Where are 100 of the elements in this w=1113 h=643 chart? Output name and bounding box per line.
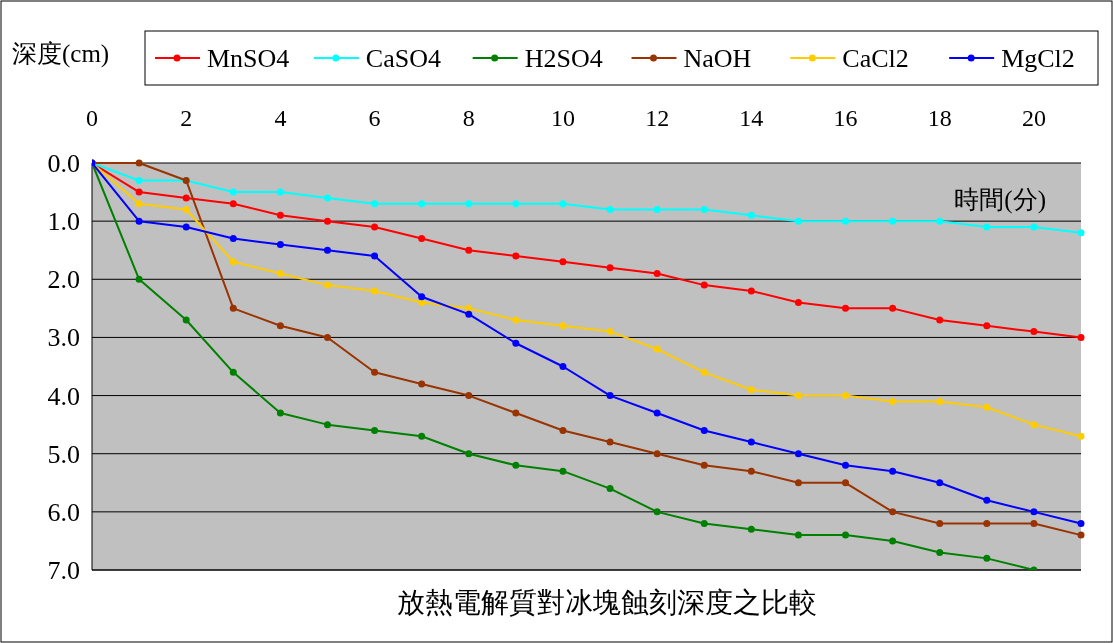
point (653, 409, 661, 417)
point (653, 508, 661, 516)
point (229, 200, 237, 208)
y-tick-label: 7.0 (47, 556, 80, 585)
point (606, 485, 614, 493)
point (653, 269, 661, 277)
point (229, 235, 237, 243)
point (229, 368, 237, 376)
point (323, 333, 331, 341)
point (936, 549, 944, 557)
point (889, 397, 897, 405)
y-axis-title: 深度(cm) (12, 40, 110, 68)
point (512, 461, 520, 469)
point (889, 537, 897, 545)
x-tick-label: 6 (368, 105, 381, 131)
point (700, 519, 708, 527)
point (371, 200, 379, 208)
point (559, 426, 567, 434)
point (276, 211, 284, 219)
legend-label: MnSO4 (207, 44, 290, 73)
point (182, 194, 190, 202)
point (229, 304, 237, 312)
legend-label: CaSO4 (365, 44, 441, 73)
x-tick-label: 16 (833, 105, 858, 131)
point (371, 287, 379, 295)
point (700, 368, 708, 376)
point (794, 299, 802, 307)
point (936, 217, 944, 225)
point (606, 328, 614, 336)
point (323, 281, 331, 289)
point (465, 200, 473, 208)
point (747, 211, 755, 219)
point (512, 200, 520, 208)
point (276, 240, 284, 248)
x-tick-label: 2 (180, 105, 193, 131)
point (276, 322, 284, 330)
point (1030, 508, 1038, 516)
y-tick-label: 3.0 (47, 323, 80, 353)
x-tick-label: 4 (274, 105, 287, 131)
point (371, 252, 379, 260)
point (559, 258, 567, 266)
point (465, 310, 473, 318)
legend-label: MgCl2 (1001, 44, 1075, 73)
y-tick-label: 1.0 (47, 207, 80, 237)
point (842, 461, 850, 469)
point (135, 159, 143, 167)
point (276, 269, 284, 277)
point (512, 316, 520, 324)
point (418, 380, 426, 388)
point (983, 496, 991, 504)
point (747, 467, 755, 475)
point (794, 217, 802, 225)
point (418, 293, 426, 301)
point (135, 188, 143, 196)
point (794, 531, 802, 539)
point (559, 467, 567, 475)
point (842, 217, 850, 225)
point (606, 438, 614, 446)
point (1030, 421, 1038, 429)
point (1030, 519, 1038, 527)
y-tick-label: 2.0 (47, 265, 80, 295)
point (606, 264, 614, 272)
point (182, 316, 190, 324)
point (842, 392, 850, 400)
point (371, 426, 379, 434)
point (842, 479, 850, 487)
point (747, 438, 755, 446)
point (512, 339, 520, 347)
x-tick-label: 18 (927, 105, 952, 131)
point (700, 426, 708, 434)
point (936, 316, 944, 324)
point (606, 206, 614, 214)
point (700, 206, 708, 214)
x-tick-label: 20 (1021, 105, 1046, 131)
point (794, 479, 802, 487)
x-tick-label: 12 (645, 105, 670, 131)
point (465, 246, 473, 254)
point (323, 217, 331, 225)
x-tick-label: 10 (550, 105, 575, 131)
point (276, 188, 284, 196)
point (1077, 229, 1085, 237)
point (936, 397, 944, 405)
x-tick-label: 14 (739, 105, 764, 131)
point (700, 281, 708, 289)
point (794, 450, 802, 458)
point (983, 403, 991, 411)
text: 放熱電解質對冰塊蝕刻深度之比較 (396, 587, 817, 618)
x-tick-label: 8 (462, 105, 475, 131)
point (371, 368, 379, 376)
point (135, 275, 143, 283)
point (842, 531, 850, 539)
point (983, 519, 991, 527)
point (889, 217, 897, 225)
point (936, 479, 944, 487)
point (889, 467, 897, 475)
point (418, 299, 426, 307)
y-tick-label: 0.0 (47, 149, 80, 178)
point (700, 461, 708, 469)
point (229, 258, 237, 266)
point (889, 304, 897, 312)
